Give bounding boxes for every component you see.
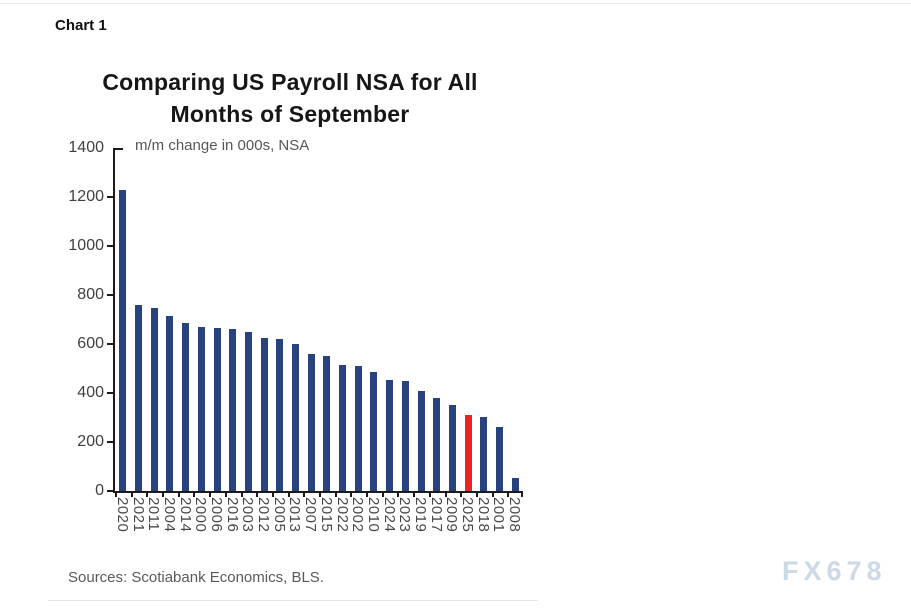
bar-2011: [150, 307, 158, 491]
x-axis-label-2011: 2011: [145, 497, 163, 532]
y-axis-tick: [107, 392, 113, 394]
top-divider: [0, 3, 911, 4]
y-axis-label: 600: [77, 335, 104, 352]
x-axis-tick: [381, 491, 384, 497]
x-axis-tick: [303, 491, 306, 497]
x-axis-tick: [428, 491, 431, 497]
y-axis-tick: [107, 490, 113, 492]
x-axis-tick: [413, 491, 416, 497]
x-axis-tick: [193, 491, 196, 497]
plot-area: m/m change in 000s, NSA: [107, 137, 523, 497]
x-axis-label-2010: 2010: [364, 497, 382, 533]
x-axis-tick: [397, 491, 400, 497]
x-axis-label-2013: 2013: [286, 497, 304, 533]
x-axis-label-2003: 2003: [239, 497, 257, 533]
x-axis-tick: [162, 491, 165, 497]
x-axis-tick: [366, 491, 369, 497]
x-axis-label-2022: 2022: [333, 497, 351, 533]
chart-number-label: Chart 1: [55, 17, 107, 34]
x-axis-label-2025: 2025: [459, 497, 477, 533]
bar-2000: [197, 327, 205, 491]
y-axis-tick: [107, 294, 113, 296]
bar-2004: [166, 316, 174, 491]
x-axis-tick: [177, 491, 180, 497]
bar-2001: [495, 427, 503, 491]
bar-2013: [291, 344, 299, 491]
sources-note: Sources: Scotiabank Economics, BLS.: [68, 569, 324, 586]
x-axis-label-2015: 2015: [317, 497, 335, 533]
y-axis-tick: [107, 245, 113, 247]
x-axis-tick: [350, 491, 353, 497]
x-axis-tick: [444, 491, 447, 497]
bar-2007: [307, 354, 315, 491]
bar-2002: [354, 366, 362, 491]
bar-2005: [276, 338, 284, 491]
y-axis-tick: [107, 343, 113, 345]
x-axis-tick: [319, 491, 321, 497]
bar-2010: [370, 371, 378, 491]
x-axis-label-2019: 2019: [412, 497, 429, 533]
x-axis-tick: [491, 491, 494, 497]
x-axis-tick: [507, 491, 510, 497]
x-axis-tick: [130, 491, 133, 497]
x-axis-tick: [256, 491, 259, 497]
x-axis-tick: [460, 491, 463, 497]
y-axis-label: 1400: [68, 139, 104, 156]
bar-2006: [213, 328, 221, 491]
chart-title-line1: Comparing US Payroll NSA for All: [102, 69, 478, 95]
x-axis-label-2000: 2000: [192, 497, 210, 533]
x-axis-label-2006: 2006: [208, 497, 225, 533]
bar-2019: [417, 390, 425, 491]
chart-title-line2: Months of September: [170, 101, 410, 127]
bar-2021: [135, 304, 143, 491]
x-axis-label-2008: 2008: [506, 497, 524, 533]
bar-2020: [119, 189, 127, 491]
bar-2015: [323, 355, 331, 491]
x-axis-tick: [521, 491, 523, 497]
y-axis-label: 1000: [68, 237, 104, 254]
x-axis-tick: [209, 491, 212, 497]
bar-2009: [448, 405, 456, 491]
x-axis-label-2012: 2012: [255, 497, 273, 533]
bar-2024: [386, 379, 394, 491]
x-axis-tick: [475, 491, 478, 497]
x-axis-tick: [224, 491, 227, 497]
x-axis-label-2009: 2009: [443, 497, 461, 533]
bar-2022: [339, 364, 347, 491]
x-axis-tick: [146, 491, 149, 497]
x-axis-label-2021: 2021: [129, 497, 147, 533]
x-axis-label-2020: 2020: [113, 497, 131, 533]
x-axis-tick: [334, 491, 337, 497]
x-axis-tick: [240, 491, 243, 497]
x-axis-label-2001: 2001: [490, 497, 508, 533]
x-axis-label-2023: 2023: [396, 497, 414, 533]
y-axis-tick: [107, 441, 113, 443]
y-axis-label: 400: [77, 384, 104, 401]
bar-2003: [244, 332, 252, 491]
bar-2008: [511, 477, 519, 491]
y-axis-tick: [107, 196, 113, 198]
watermark: FX678: [782, 556, 887, 586]
x-axis-tick: [115, 491, 117, 497]
x-axis-label-2002: 2002: [349, 497, 367, 533]
chart-title: Comparing US Payroll NSA for All Months …: [55, 66, 525, 130]
bar-2017: [433, 397, 441, 491]
bar-2014: [182, 323, 190, 491]
x-axis-label-2007: 2007: [302, 497, 320, 533]
x-axis-label-2004: 2004: [160, 497, 178, 533]
bar-2023: [401, 380, 409, 491]
bottom-divider: [48, 600, 538, 601]
x-axis-tick: [271, 491, 274, 497]
bar-2012: [260, 338, 268, 491]
y-axis-label: 1200: [68, 188, 104, 205]
y-axis-label: 800: [77, 286, 104, 303]
bar-2018: [480, 417, 488, 491]
y-axis-label: 200: [77, 433, 104, 450]
x-axis-tick: [287, 491, 290, 497]
axis-units-label: m/m change in 000s, NSA: [135, 137, 310, 154]
bar-2025: [464, 414, 472, 491]
bar-2016: [229, 329, 237, 491]
y-axis-label: 0: [95, 482, 104, 499]
